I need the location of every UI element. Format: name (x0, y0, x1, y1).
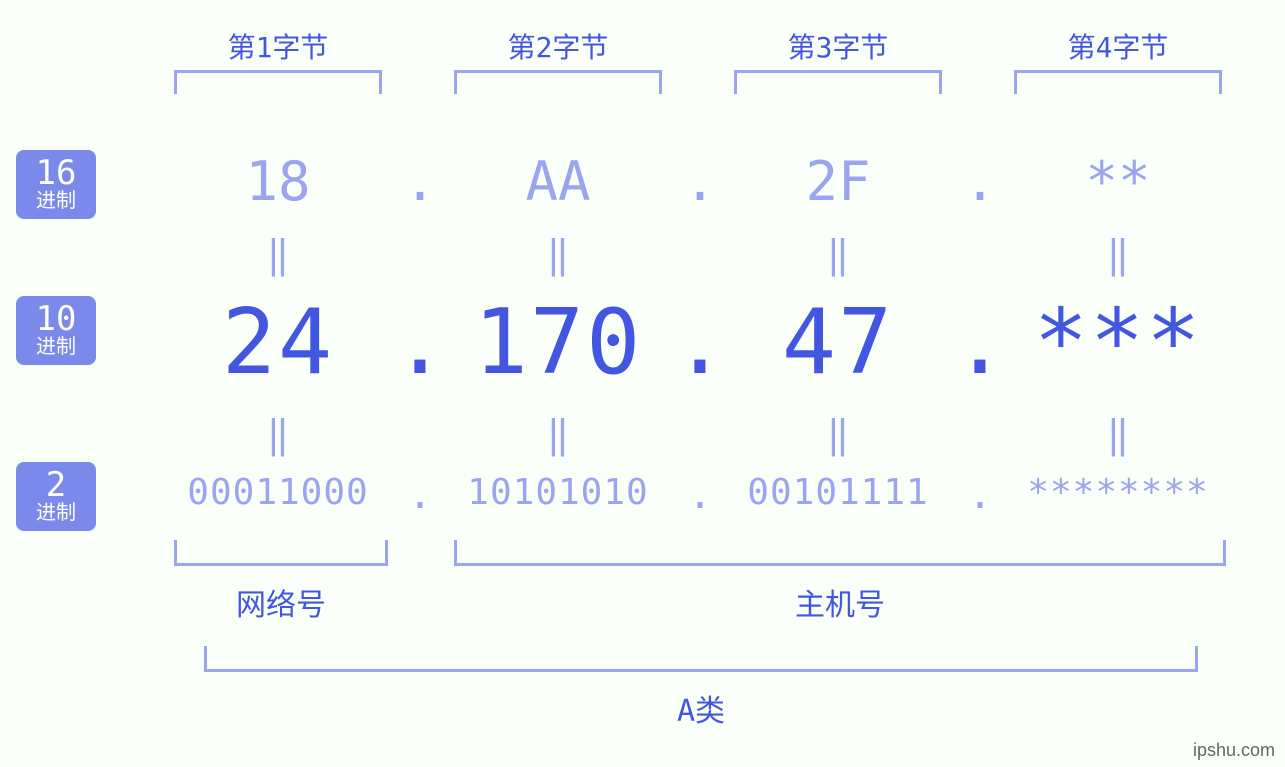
label-class: A类 (204, 686, 1198, 730)
dec-value: *** (1002, 290, 1234, 395)
dot: . (950, 290, 1010, 395)
badge-dec: 10 进制 (16, 296, 96, 365)
badge-bin-lbl: 进制 (16, 502, 96, 523)
hex-value: 2F (722, 150, 954, 213)
badge-dec-lbl: 进制 (16, 336, 96, 357)
equals-icon: ‖ (162, 232, 394, 276)
top-bracket (454, 70, 662, 94)
top-bracket (174, 70, 382, 94)
badge-hex: 16 进制 (16, 150, 96, 219)
dec-value: 47 (722, 290, 954, 395)
bin-value: 00101111 (722, 472, 954, 513)
hex-value: ** (1002, 150, 1234, 213)
dot: . (390, 290, 450, 395)
bin-value: ******** (1002, 472, 1234, 513)
hex-value: AA (442, 150, 674, 213)
label-host: 主机号 (454, 580, 1226, 624)
equals-icon: ‖ (162, 412, 394, 456)
badge-hex-num: 16 (16, 156, 96, 192)
badge-hex-lbl: 进制 (16, 190, 96, 211)
dec-value: 170 (442, 290, 674, 395)
byte-label: 第1字节 (162, 26, 394, 66)
equals-icon: ‖ (1002, 232, 1234, 276)
top-bracket (734, 70, 942, 94)
dot: . (670, 150, 730, 213)
byte-label: 第2字节 (442, 26, 674, 66)
dot: . (950, 150, 1010, 213)
bin-value: 00011000 (162, 472, 394, 513)
hex-value: 18 (162, 150, 394, 213)
badge-bin: 2 进制 (16, 462, 96, 531)
equals-icon: ‖ (442, 412, 674, 456)
byte-label: 第4字节 (1002, 26, 1234, 66)
dot: . (390, 472, 450, 518)
equals-icon: ‖ (722, 412, 954, 456)
equals-icon: ‖ (442, 232, 674, 276)
label-network: 网络号 (174, 580, 388, 624)
top-bracket (1014, 70, 1222, 94)
bracket-network (174, 540, 388, 566)
ip-base-diagram: 16 进制 10 进制 2 进制 第1字节 18 ‖ 24 ‖ 00011000… (0, 0, 1285, 767)
bracket-host (454, 540, 1226, 566)
dot: . (390, 150, 450, 213)
equals-icon: ‖ (722, 232, 954, 276)
dot: . (670, 290, 730, 395)
dec-value: 24 (162, 290, 394, 395)
watermark: ipshu.com (1193, 740, 1275, 761)
byte-label: 第3字节 (722, 26, 954, 66)
dot: . (670, 472, 730, 518)
badge-bin-num: 2 (16, 468, 96, 504)
bin-value: 10101010 (442, 472, 674, 513)
equals-icon: ‖ (1002, 412, 1234, 456)
bracket-class (204, 646, 1198, 672)
badge-dec-num: 10 (16, 302, 96, 338)
dot: . (950, 472, 1010, 518)
